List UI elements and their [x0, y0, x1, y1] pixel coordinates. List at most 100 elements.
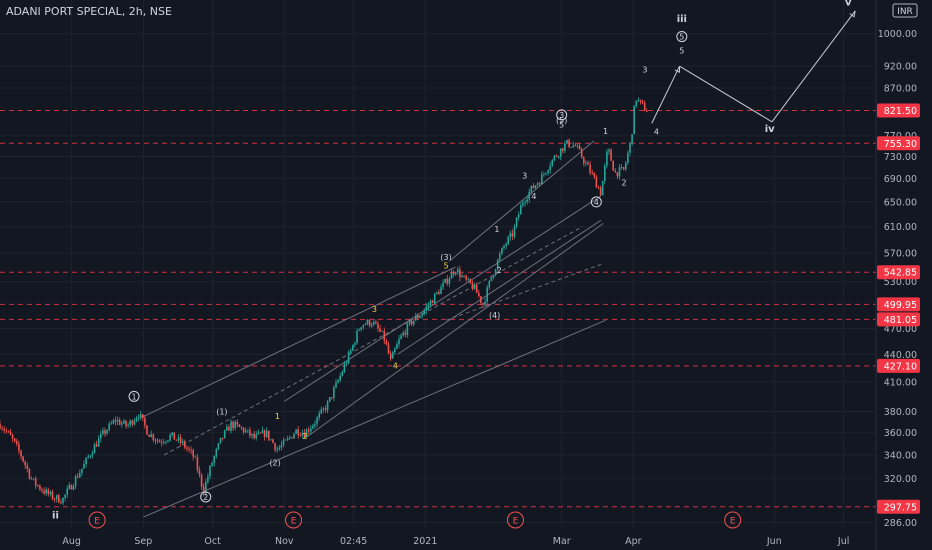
projection-arrowhead [849, 10, 856, 18]
candle-body [349, 350, 352, 353]
candle-body [406, 323, 409, 335]
candle-body [505, 243, 507, 246]
candle-body [223, 430, 226, 438]
earnings-event-marker[interactable] [506, 511, 524, 529]
candle-body [81, 468, 83, 473]
candle-body [520, 205, 522, 215]
candle-body [274, 443, 276, 450]
price-tick-label: 380.00 [884, 407, 917, 418]
candle-body [45, 489, 47, 494]
candle-body [142, 414, 144, 419]
candle-body [129, 420, 131, 425]
candle-body [482, 302, 484, 305]
candle-body [284, 439, 287, 441]
wave-label: 5 [444, 262, 449, 271]
candle-body [146, 425, 148, 435]
time-tick-label: Mar [553, 536, 571, 547]
earnings-event-marker[interactable] [724, 511, 742, 529]
candle-body [286, 438, 289, 440]
candle-body [43, 490, 45, 494]
candle-body [215, 448, 218, 457]
candle-body [328, 397, 331, 402]
wave-label: 2 [303, 432, 308, 441]
candle-body [100, 433, 102, 439]
wave-projection [651, 10, 856, 124]
price-tick-label: 470.00 [884, 324, 917, 335]
candle-body [85, 457, 87, 464]
candle-body [534, 185, 537, 189]
candle-body [415, 315, 417, 321]
candle-body [641, 101, 644, 104]
candle-body [276, 449, 278, 451]
time-tick-label: 02:45 [340, 536, 367, 547]
candle-body [576, 145, 579, 147]
currency-label: INR [897, 7, 913, 17]
candle-body [49, 491, 52, 494]
candle-body [446, 278, 449, 284]
time-tick-label: Nov [275, 536, 294, 547]
candle-body [595, 176, 598, 188]
candle-body [606, 151, 608, 166]
candle-body [417, 315, 419, 319]
candle-body [448, 278, 451, 284]
time-axis[interactable]: Aug Sep Oct Nov 02:45 2021 Mar Apr Jun Jul [62, 536, 849, 547]
candle-body [608, 149, 610, 152]
candle-body [32, 478, 35, 480]
candle-body [467, 278, 470, 280]
candle-body [587, 162, 589, 165]
candle-body [442, 282, 444, 288]
candle-body [177, 437, 180, 441]
candle-body [383, 330, 386, 341]
candle-body [391, 352, 394, 359]
earnings-event-marker[interactable] [285, 511, 303, 529]
level-price-label: 755.30 [884, 139, 917, 150]
candle-body [20, 450, 22, 457]
candle-body [507, 237, 509, 244]
candle-body [270, 439, 272, 441]
candle-body [219, 437, 222, 444]
candle-body [102, 430, 104, 434]
candle-body [643, 103, 646, 111]
price-axis[interactable]: 1000.00920.00870.00770.00730.00690.00650… [877, 29, 920, 529]
candle-body [364, 324, 367, 325]
candle-body [568, 139, 570, 148]
candle-body [599, 187, 602, 196]
candle-body [484, 301, 486, 305]
candle-body [335, 382, 337, 388]
candle-body [263, 430, 266, 437]
candle-body [213, 456, 215, 464]
candle-body [184, 441, 186, 448]
wave-label: v [845, 0, 852, 8]
candle-body [0, 424, 1, 429]
candle-body [58, 495, 60, 503]
candle-body [436, 292, 438, 294]
candle-body [16, 441, 18, 444]
trendline [450, 140, 595, 261]
wave-label: iii [677, 14, 687, 25]
candle-body [295, 429, 297, 434]
wave-label: ii [52, 510, 59, 521]
candle-body [635, 100, 638, 106]
candle-body [179, 437, 182, 443]
trendline [143, 319, 606, 518]
candle-body [614, 170, 617, 173]
candle-body [377, 323, 379, 329]
candle-body [618, 167, 621, 177]
candle-body [496, 259, 499, 270]
candle-body [580, 149, 583, 158]
candle-body [343, 364, 346, 372]
candle-body [337, 380, 339, 383]
wave-label: 3 [642, 66, 647, 75]
earnings-event-marker[interactable] [88, 511, 106, 529]
candle-body [41, 489, 43, 491]
currency-badge[interactable]: INR [892, 3, 918, 18]
candle-body [74, 476, 77, 487]
candle-body [488, 280, 491, 288]
candle-body [408, 320, 411, 324]
candle-body [240, 427, 243, 428]
candle-body [358, 329, 360, 331]
candle-body [316, 417, 318, 424]
price-tick-label: 410.00 [884, 377, 917, 388]
